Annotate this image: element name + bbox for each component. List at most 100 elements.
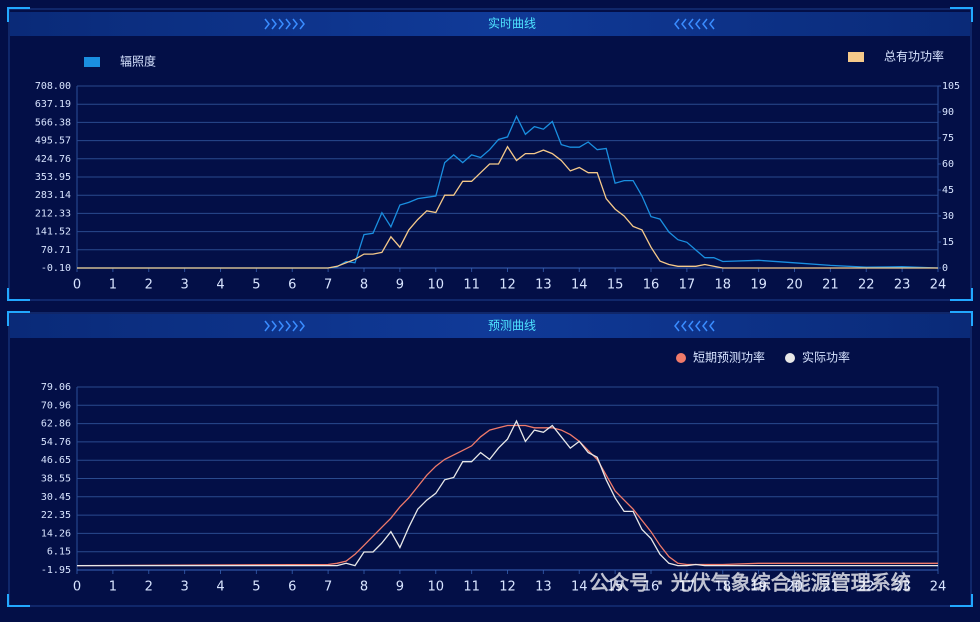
x-tick-label: 7 (324, 580, 332, 595)
x-tick-label: 21 (822, 580, 839, 595)
y2-tick-label: 15 (942, 237, 954, 248)
x-tick-label: 15 (607, 278, 624, 293)
series-line (77, 145, 938, 269)
y-tick-label: 6.15 (47, 547, 71, 558)
x-tick-label: 24 (930, 278, 947, 293)
x-tick-label: 19 (750, 580, 767, 595)
x-tick-label: 14 (571, 580, 588, 595)
y-tick-label: 566.38 (35, 117, 71, 128)
x-tick-label: 3 (180, 278, 188, 293)
y-tick-label: 637.19 (35, 99, 71, 110)
x-tick-label: 24 (930, 580, 947, 595)
legend-label: 总有功功率 (884, 49, 944, 64)
x-tick-label: 8 (360, 580, 368, 595)
y-tick-label: -1.95 (41, 565, 71, 576)
panel-title: 实时曲线 (488, 16, 536, 31)
x-tick-label: 10 (427, 278, 444, 293)
x-tick-label: 13 (535, 278, 552, 293)
x-tick-label: 14 (571, 278, 588, 293)
y-tick-label: 424.76 (35, 154, 71, 165)
x-tick-label: 19 (750, 278, 767, 293)
x-tick-label: 18 (714, 278, 731, 293)
x-tick-label: 0 (73, 278, 81, 293)
x-tick-label: 23 (894, 580, 911, 595)
x-tick-label: 7 (324, 278, 332, 293)
y-tick-label: 79.06 (41, 382, 71, 393)
title-bar (10, 314, 970, 338)
x-tick-label: 15 (607, 580, 624, 595)
y-tick-label: 141.52 (35, 227, 71, 238)
x-tick-label: 11 (463, 278, 480, 293)
x-tick-label: 17 (679, 580, 696, 595)
x-tick-label: 23 (894, 278, 911, 293)
x-tick-label: 0 (73, 580, 81, 595)
x-tick-label: 1 (109, 580, 117, 595)
chevron-decor (264, 18, 715, 332)
x-tick-label: 6 (288, 580, 296, 595)
series-line (77, 419, 938, 567)
panel-frame (8, 312, 972, 607)
x-tick-label: 16 (643, 580, 660, 595)
x-tick-label: 9 (396, 580, 404, 595)
x-tick-label: 20 (786, 580, 803, 595)
x-tick-label: 16 (643, 278, 660, 293)
y2-tick-label: 45 (942, 185, 954, 196)
y-tick-label: 353.95 (35, 172, 71, 183)
watermark: 公众号 · 光伏气象综合能源管理系统 (589, 571, 911, 595)
x-tick-label: 17 (679, 278, 696, 293)
x-tick-label: 13 (535, 580, 552, 595)
panel-frame (8, 8, 972, 301)
panel-frames (7, 7, 973, 607)
x-tick-label: 20 (786, 278, 803, 293)
x-tick-label: 22 (858, 580, 875, 595)
x-tick-label: 5 (252, 278, 260, 293)
y2-tick-label: 105 (942, 81, 960, 92)
y-tick-label: 70.71 (41, 245, 71, 256)
x-tick-label: 11 (463, 580, 480, 595)
panel-title: 预测曲线 (488, 319, 536, 333)
y-tick-label: 54.76 (41, 437, 71, 448)
y-tick-label: 14.26 (41, 528, 71, 539)
x-tick-label: 9 (396, 278, 404, 293)
corner-decor (7, 7, 973, 607)
y-tick-label: 70.96 (41, 400, 71, 411)
x-tick-label: 8 (360, 278, 368, 293)
legend-label: 短期预测功率 (693, 350, 765, 365)
x-tick-label: 12 (499, 580, 516, 595)
x-tick-label: 2 (145, 278, 153, 293)
y-tick-label: 283.14 (35, 190, 71, 201)
title-bar (10, 12, 970, 36)
x-tick-label: 2 (145, 580, 153, 595)
legend-marker (848, 52, 864, 62)
legend-marker (84, 57, 100, 67)
x-tick-label: 3 (180, 580, 188, 595)
y-tick-label: 22.35 (41, 510, 71, 521)
x-tick-label: 12 (499, 278, 516, 293)
x-tick-label: 18 (714, 580, 731, 595)
y2-tick-label: 75 (942, 133, 954, 144)
series-line (76, 424, 938, 567)
y-tick-label: 708.00 (35, 81, 71, 92)
y-tick-label: 38.55 (41, 474, 71, 485)
series-line (77, 114, 939, 269)
legend-label: 辐照度 (120, 54, 156, 69)
legend-marker (785, 353, 795, 363)
y-tick-label: 62.86 (41, 419, 71, 430)
x-tick-label: 21 (822, 278, 839, 293)
x-tick-label: 22 (858, 278, 875, 293)
y-tick-label: 495.57 (35, 136, 71, 147)
x-tick-label: 6 (288, 278, 296, 293)
x-tick-label: 10 (427, 580, 444, 595)
x-tick-label: 4 (216, 278, 224, 293)
x-tick-label: 4 (216, 580, 224, 595)
legend-label: 实际功率 (802, 350, 850, 365)
y-tick-label: -0.10 (41, 263, 71, 274)
legend-marker (676, 353, 686, 363)
x-tick-label: 1 (109, 278, 117, 293)
y-tick-label: 30.45 (41, 492, 71, 503)
y2-tick-label: 60 (942, 159, 954, 170)
y-tick-label: 46.65 (41, 455, 71, 466)
y2-tick-label: 0 (942, 263, 948, 274)
y2-tick-label: 30 (942, 211, 954, 222)
